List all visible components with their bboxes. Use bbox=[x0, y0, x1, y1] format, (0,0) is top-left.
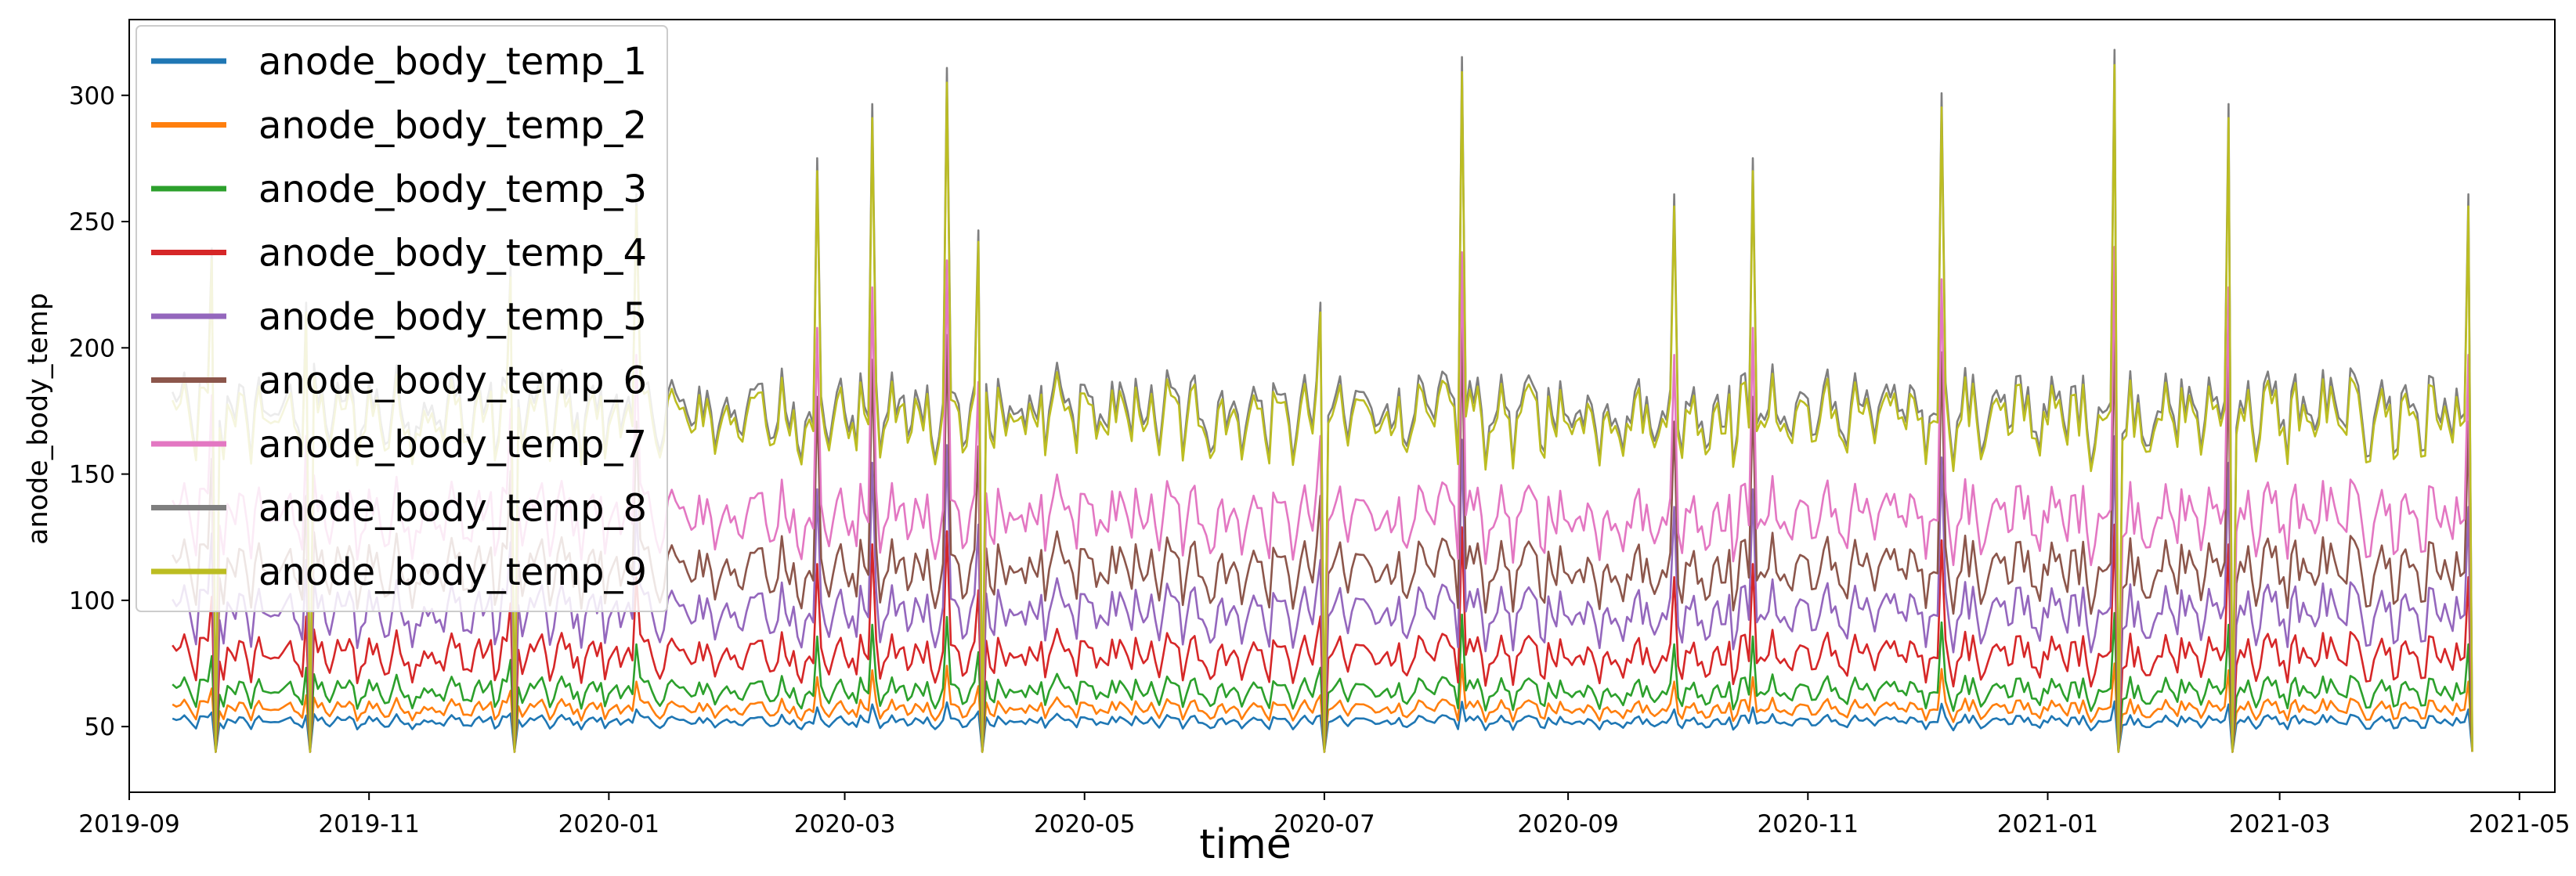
y-tick-label: 100 bbox=[69, 587, 115, 615]
legend: anode_body_temp_1 anode_body_temp_2 anode_… bbox=[135, 25, 668, 612]
x-tick-label: 2020-09 bbox=[1517, 810, 1619, 838]
legend-label: anode_body_temp_4 bbox=[258, 232, 647, 276]
x-axis-ticks: 2019-09 2019-11 2020-01 2020-03 2020-05 2020-… bbox=[78, 792, 2571, 838]
x-tick-label: 2020-07 bbox=[1274, 810, 1375, 838]
legend-label: anode_body_temp_7 bbox=[258, 423, 647, 467]
x-tick-label: 2021-05 bbox=[2469, 810, 2571, 838]
y-axis-ticks: 50 100 150 200 250 300 bbox=[69, 82, 129, 741]
y-tick-label: 50 bbox=[85, 713, 115, 741]
legend-label: anode_body_temp_9 bbox=[258, 550, 647, 594]
y-tick-label: 250 bbox=[69, 208, 115, 236]
y-tick-label: 300 bbox=[69, 82, 115, 110]
y-tick-label: 200 bbox=[69, 334, 115, 362]
x-tick-label: 2020-01 bbox=[558, 810, 660, 838]
y-axis-label: anode_body_temp bbox=[23, 293, 54, 545]
x-tick-label: 2020-11 bbox=[1758, 810, 1859, 838]
legend-label: anode_body_temp_2 bbox=[258, 104, 647, 148]
plot-frame bbox=[128, 19, 2556, 793]
legend-box bbox=[135, 25, 668, 612]
y-tick-label: 150 bbox=[69, 461, 115, 489]
legend-label: anode_body_temp_5 bbox=[258, 295, 647, 339]
x-tick-label: 2021-01 bbox=[1997, 810, 2099, 838]
x-tick-label: 2019-09 bbox=[78, 810, 180, 838]
x-tick-label: 2021-03 bbox=[2229, 810, 2331, 838]
x-axis-label: time bbox=[1199, 821, 1291, 868]
legend-label: anode_body_temp_6 bbox=[258, 359, 647, 403]
x-tick-label: 2019-11 bbox=[318, 810, 420, 838]
legend-label: anode_body_temp_3 bbox=[258, 168, 647, 211]
x-tick-label: 2020-03 bbox=[794, 810, 896, 838]
x-tick-label: 2020-05 bbox=[1034, 810, 1136, 838]
legend-label: anode_body_temp_1 bbox=[258, 40, 647, 84]
legend-label: anode_body_temp_8 bbox=[258, 487, 647, 531]
